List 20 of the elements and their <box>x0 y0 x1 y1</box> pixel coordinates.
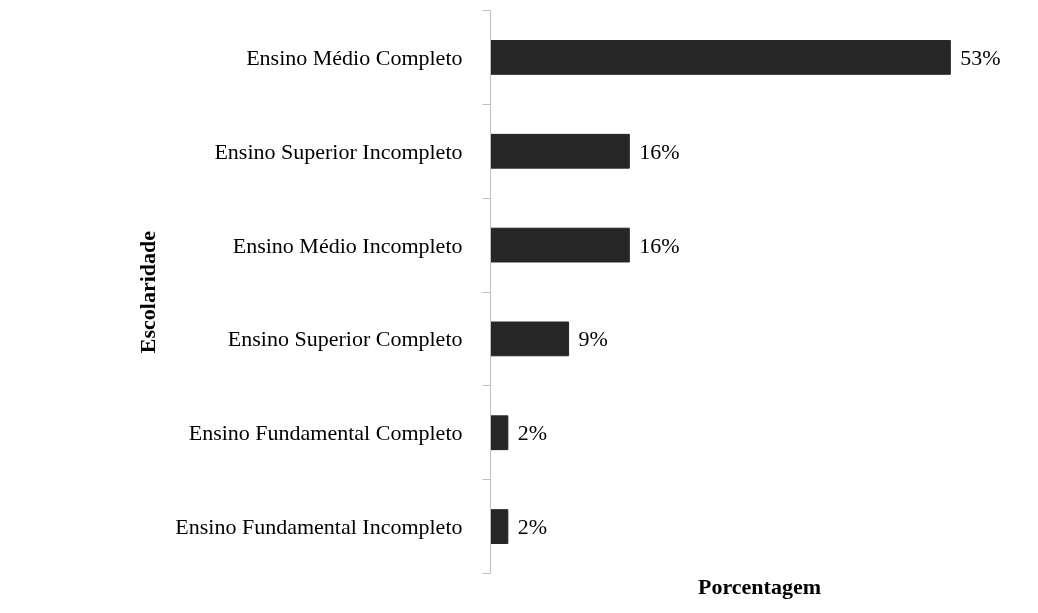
data-label: 53% <box>960 44 1001 70</box>
y-tick-label: Ensino Médio Incompleto <box>232 232 463 258</box>
y-axis-title: Escolaridade <box>135 230 161 354</box>
bar <box>490 509 509 544</box>
bar <box>490 40 951 75</box>
bar <box>490 227 630 263</box>
data-label: 2% <box>517 420 548 446</box>
y-tick-label: Ensino Fundamental Completo <box>188 420 463 446</box>
x-axis-title: Porcentagem <box>698 573 822 599</box>
bar <box>490 415 509 451</box>
y-tick-label: Ensino Fundamental Incompleto <box>175 514 463 540</box>
data-label: 16% <box>639 138 680 164</box>
data-label: 2% <box>517 514 548 540</box>
y-tick-label: Ensino Superior Incompleto <box>214 138 463 164</box>
bar <box>490 133 630 169</box>
bar <box>490 321 570 357</box>
data-label: 9% <box>578 326 608 352</box>
y-tick-label: Ensino Superior Completo <box>227 326 463 352</box>
data-label: 16% <box>639 232 680 258</box>
y-tick-label: Ensino Médio Completo <box>246 44 463 70</box>
